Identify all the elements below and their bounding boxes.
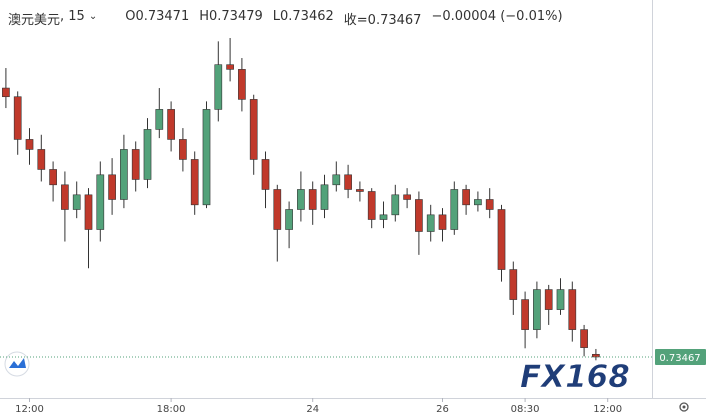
candle-body bbox=[167, 109, 175, 140]
candle-body bbox=[556, 289, 565, 310]
candle-body bbox=[143, 129, 152, 180]
legend-open: O0.73471 bbox=[125, 9, 190, 24]
x-tick-label: 24 bbox=[306, 404, 319, 413]
candle-body bbox=[2, 87, 10, 98]
candle-body bbox=[190, 159, 199, 206]
candle-body bbox=[344, 174, 352, 190]
candle-body bbox=[285, 209, 293, 230]
candle-body bbox=[61, 184, 69, 210]
candle-body bbox=[249, 99, 258, 160]
candle-body bbox=[497, 209, 506, 270]
chevron[interactable]: ⌄ bbox=[88, 11, 98, 22]
candle-body bbox=[84, 194, 93, 230]
candle-body bbox=[379, 214, 388, 220]
last-price-label: 0.73467 bbox=[659, 353, 700, 364]
candle-body bbox=[438, 214, 447, 230]
candle-body bbox=[332, 174, 341, 186]
candle-body bbox=[297, 189, 305, 210]
candle-body bbox=[592, 353, 600, 358]
legend-low: L0.73462 bbox=[272, 9, 334, 24]
legend-high: H0.73479 bbox=[199, 9, 263, 24]
logo-icon bbox=[4, 351, 30, 377]
x-tick-label: 08:30 bbox=[511, 404, 540, 413]
watermark: FX168 bbox=[520, 359, 630, 395]
candle-body bbox=[179, 139, 187, 160]
x-tick-label: 26 bbox=[436, 404, 449, 413]
symbol: 澳元美元 bbox=[8, 13, 61, 28]
candle-body bbox=[108, 174, 116, 200]
candle-body bbox=[37, 149, 46, 170]
candle-body bbox=[474, 199, 482, 206]
candle-body bbox=[320, 184, 329, 210]
candle-body bbox=[426, 214, 435, 232]
legend-close: 收=0.73467 bbox=[343, 13, 422, 28]
legend-change: −0.00004 (−0.01%) bbox=[431, 9, 563, 24]
x-tick-label: 12:00 bbox=[593, 404, 622, 413]
candle-body bbox=[450, 189, 459, 230]
last-price-badge bbox=[655, 348, 706, 365]
legend-header: 澳元美元, 15 ⌄ O0.73471 H0.73479 L0.73462 收=0… bbox=[8, 9, 563, 28]
interval[interactable]: 15 bbox=[68, 9, 85, 24]
candle-body bbox=[580, 329, 588, 348]
candle-body bbox=[131, 149, 140, 180]
candle-body bbox=[533, 289, 541, 330]
x-tick-label: 18:00 bbox=[157, 404, 186, 413]
candle-body bbox=[13, 96, 22, 140]
candle-body bbox=[521, 299, 529, 330]
candle-body bbox=[544, 289, 553, 310]
candle-body bbox=[415, 199, 423, 232]
settings-gear[interactable] bbox=[679, 402, 689, 412]
candle-body bbox=[238, 69, 246, 100]
separator: , bbox=[60, 9, 69, 24]
candle-body bbox=[462, 189, 470, 206]
x-tick-label: 12:00 bbox=[15, 404, 44, 413]
candle-body bbox=[356, 189, 364, 192]
candle-body bbox=[308, 189, 317, 210]
candle-body bbox=[202, 109, 211, 206]
candle-body bbox=[509, 269, 518, 300]
candle-body bbox=[485, 199, 494, 210]
candle-body bbox=[96, 174, 105, 230]
candle-body bbox=[120, 149, 128, 200]
candle-body bbox=[568, 289, 577, 330]
candle-body bbox=[273, 189, 282, 230]
candle-body bbox=[391, 194, 400, 216]
candle-body bbox=[367, 191, 376, 220]
candle-body bbox=[49, 169, 57, 186]
candle-body bbox=[261, 159, 270, 190]
candle-body bbox=[226, 64, 234, 70]
candle-body bbox=[155, 109, 164, 130]
candle-body bbox=[72, 194, 81, 210]
candle-body bbox=[214, 64, 223, 110]
candle-body bbox=[25, 139, 34, 150]
candle-body bbox=[403, 194, 411, 200]
